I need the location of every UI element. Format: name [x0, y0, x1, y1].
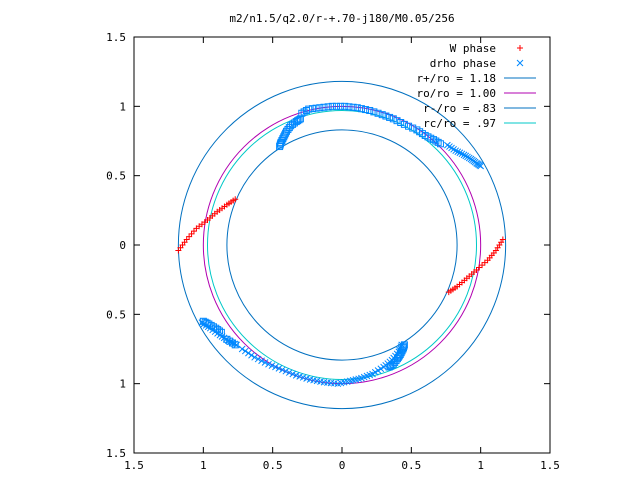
drho-phase-squares-point [409, 124, 417, 132]
drho-phase-point [456, 149, 464, 157]
drho-phase-squares-point [378, 111, 386, 119]
drho-phase-squares-point [389, 115, 397, 123]
circle-r+/ro = 1.18 [177, 80, 507, 410]
drho-phase-point [289, 370, 297, 378]
drho-phase-point [282, 367, 290, 375]
drho-phase-point [285, 369, 293, 376]
drho-phase-squares-point [400, 120, 408, 128]
drho-phase-point [265, 360, 272, 368]
legend-label: r-/ro = .83 [423, 102, 496, 115]
drho-phase-squares-point [374, 109, 382, 117]
drho-phase-dense-arc-point [203, 319, 211, 327]
drho-phase-point [279, 366, 286, 374]
drho-phase-point [238, 345, 246, 353]
drho-phase-dense-arc-point [282, 129, 290, 137]
drho-phase-point [268, 362, 276, 369]
drho-phase-dense-arc-point [296, 115, 304, 123]
drho-phase-squares-point [332, 102, 340, 110]
y-tick-label: 1 [119, 378, 126, 391]
drho-phase-squares-point [308, 105, 316, 113]
circle-layer [177, 80, 507, 410]
x-tick-label: 0 [339, 459, 346, 472]
y-tick-label: 1.5 [106, 447, 126, 460]
drho-phase-squares-point [370, 108, 378, 116]
drho-phase-squares-point [320, 103, 328, 111]
x-tick-label: 1 [477, 459, 484, 472]
drho-phase-squares-point [349, 103, 357, 111]
drho-phase-point [452, 147, 460, 155]
drho-phase-squares-point [341, 102, 349, 110]
x-tick-label: 1 [200, 459, 207, 472]
legend-label: rc/ro = .97 [423, 117, 496, 130]
drho-phase-dense-arc-point [216, 327, 224, 335]
drho-phase-point [254, 355, 262, 363]
drho-phase-squares-point [353, 104, 361, 112]
drho-phase-squares-point [397, 119, 405, 127]
circle-r-/ro = .83 [226, 129, 458, 361]
chart-title: m2/n1.5/q2.0/r-+.70-j180/M0.05/256 [229, 12, 454, 25]
drho-phase-squares-point [312, 104, 320, 112]
circle-rc/ro = .97 [206, 109, 478, 381]
drho-phase-squares-point [305, 105, 313, 113]
drho-phase-point [251, 353, 258, 361]
legend-marker [517, 45, 523, 51]
drho-phase-point [261, 359, 269, 366]
drho-phase-dense-arc-point [385, 363, 393, 371]
drho-phase-squares-point [393, 117, 401, 125]
drho-phase-squares-point [345, 103, 353, 111]
legend: W phase drho phase r+/ro = 1.18 ro/ro = 1.0… [417, 42, 536, 130]
drho-phase-point [454, 148, 462, 156]
drho-phase-dense-arc-point [295, 116, 303, 124]
drho-phase-squares-point [436, 140, 444, 148]
legend-marker [516, 59, 524, 67]
drho-phase-point [458, 150, 466, 158]
drho-phase-squares-point [362, 106, 370, 114]
drho-phase-point [248, 351, 255, 359]
drho-phase-squares-point [434, 138, 442, 146]
drho-phase-point [477, 162, 485, 170]
x-tick-label: 1.5 [124, 459, 144, 472]
drho-phase-squares-point [231, 341, 239, 349]
x-tick-label: 0.5 [401, 459, 421, 472]
drho-phase-squares-point [337, 102, 345, 110]
drho-phase-point [272, 363, 279, 371]
drho-phase-squares-point [386, 113, 394, 121]
x-tick-label: 0.5 [263, 459, 283, 472]
point-layer [175, 102, 506, 388]
legend-label: W phase [450, 42, 496, 55]
circle-ro/ro = 1.00 [202, 105, 482, 385]
drho-phase-squares-point [324, 103, 332, 111]
y-tick-label: 0.5 [106, 170, 126, 183]
y-tick-label: 0.5 [106, 308, 126, 321]
x-tick-label: 1.5 [540, 459, 560, 472]
w-phase-point [499, 236, 506, 243]
drho-phase-squares-point [328, 102, 336, 110]
drho-phase-point [245, 349, 252, 357]
drho-phase-squares-point [382, 112, 390, 120]
legend-label: drho phase [430, 57, 496, 70]
drho-phase-point [258, 357, 265, 365]
drho-phase-squares-point [405, 122, 413, 130]
drho-phase-squares-point [357, 105, 365, 113]
drho-phase-dense-arc-point [387, 362, 395, 370]
legend-label: r+/ro = 1.18 [417, 72, 496, 85]
drho-phase-squares-point [316, 104, 324, 112]
y-tick-label: 1 [119, 100, 126, 113]
legend-label: ro/ro = 1.00 [417, 87, 496, 100]
drho-phase-point [275, 365, 283, 372]
drho-phase-point [241, 347, 249, 355]
w-phase-point [232, 196, 239, 203]
drho-phase-squares-point [366, 106, 374, 114]
drho-phase-dense-arc-point [217, 328, 225, 336]
y-tick-label: 0 [119, 239, 126, 252]
y-tick-label: 1.5 [106, 31, 126, 44]
